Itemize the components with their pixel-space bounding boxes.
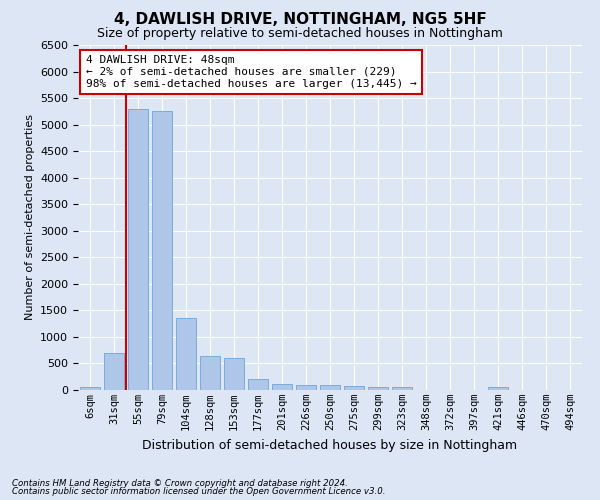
Bar [152, 112, 172, 390]
Text: Contains HM Land Registry data © Crown copyright and database right 2024.: Contains HM Land Registry data © Crown c… [12, 478, 348, 488]
Text: 4, DAWLISH DRIVE, NOTTINGHAM, NG5 5HF: 4, DAWLISH DRIVE, NOTTINGHAM, NG5 5HF [113, 12, 487, 28]
Bar [368, 387, 388, 390]
Bar [200, 356, 220, 390]
Bar [272, 384, 292, 390]
Bar [344, 386, 364, 390]
Bar [128, 108, 148, 390]
Bar [296, 384, 316, 390]
Bar [104, 353, 124, 390]
Bar [80, 388, 100, 390]
Bar [224, 358, 244, 390]
Y-axis label: Number of semi-detached properties: Number of semi-detached properties [25, 114, 35, 320]
Bar [488, 387, 508, 390]
Bar [248, 380, 268, 390]
Text: Size of property relative to semi-detached houses in Nottingham: Size of property relative to semi-detach… [97, 28, 503, 40]
Bar [320, 384, 340, 390]
Bar [392, 388, 412, 390]
X-axis label: Distribution of semi-detached houses by size in Nottingham: Distribution of semi-detached houses by … [142, 438, 518, 452]
Bar [176, 318, 196, 390]
Text: 4 DAWLISH DRIVE: 48sqm
← 2% of semi-detached houses are smaller (229)
98% of sem: 4 DAWLISH DRIVE: 48sqm ← 2% of semi-deta… [86, 56, 416, 88]
Text: Contains public sector information licensed under the Open Government Licence v3: Contains public sector information licen… [12, 487, 386, 496]
